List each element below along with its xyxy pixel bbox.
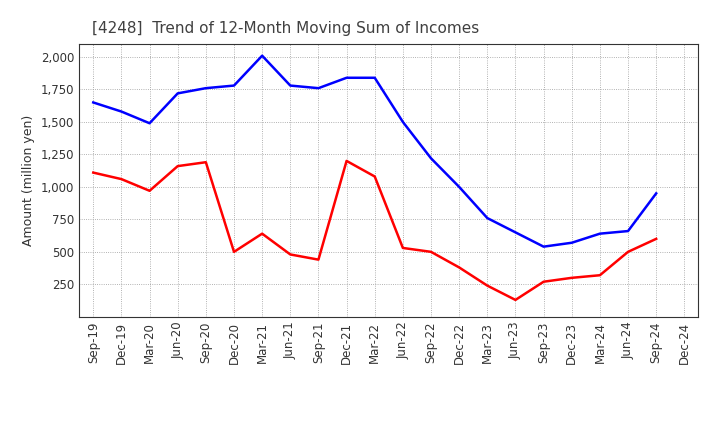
Ordinary Income	[230, 83, 238, 88]
Ordinary Income	[286, 83, 294, 88]
Ordinary Income	[370, 75, 379, 81]
Net Income	[455, 265, 464, 270]
Net Income	[539, 279, 548, 284]
Net Income	[595, 273, 604, 278]
Net Income	[342, 158, 351, 164]
Ordinary Income	[314, 85, 323, 91]
Net Income	[427, 249, 436, 254]
Net Income	[174, 164, 182, 169]
Ordinary Income	[652, 191, 660, 196]
Ordinary Income	[174, 91, 182, 96]
Ordinary Income	[258, 53, 266, 59]
Ordinary Income	[595, 231, 604, 236]
Net Income	[202, 160, 210, 165]
Ordinary Income	[89, 100, 98, 105]
Net Income	[483, 283, 492, 288]
Net Income	[230, 249, 238, 254]
Net Income	[652, 236, 660, 242]
Net Income	[399, 246, 408, 251]
Net Income	[314, 257, 323, 262]
Net Income	[258, 231, 266, 236]
Net Income	[145, 188, 154, 194]
Ordinary Income	[117, 109, 126, 114]
Ordinary Income	[427, 156, 436, 161]
Net Income	[370, 174, 379, 179]
Ordinary Income	[145, 121, 154, 126]
Net Income	[511, 297, 520, 303]
Ordinary Income	[455, 184, 464, 190]
Ordinary Income	[511, 230, 520, 235]
Ordinary Income	[342, 75, 351, 81]
Ordinary Income	[624, 228, 632, 234]
Line: Net Income: Net Income	[94, 161, 656, 300]
Line: Ordinary Income: Ordinary Income	[94, 56, 656, 247]
Net Income	[567, 275, 576, 280]
Ordinary Income	[399, 119, 408, 125]
Net Income	[89, 170, 98, 175]
Text: [4248]  Trend of 12-Month Moving Sum of Incomes: [4248] Trend of 12-Month Moving Sum of I…	[91, 21, 479, 36]
Net Income	[286, 252, 294, 257]
Y-axis label: Amount (million yen): Amount (million yen)	[22, 115, 35, 246]
Ordinary Income	[539, 244, 548, 249]
Ordinary Income	[483, 216, 492, 221]
Ordinary Income	[202, 85, 210, 91]
Ordinary Income	[567, 240, 576, 246]
Net Income	[117, 176, 126, 182]
Net Income	[624, 249, 632, 254]
